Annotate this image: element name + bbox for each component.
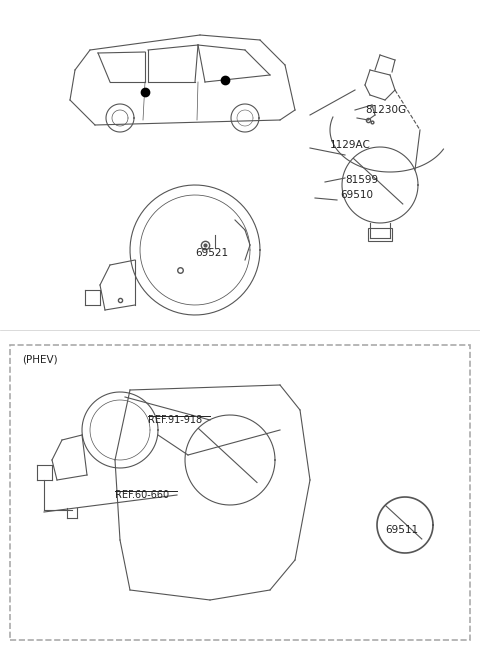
Text: 69521: 69521 <box>195 248 228 258</box>
Text: (PHEV): (PHEV) <box>22 355 58 365</box>
FancyBboxPatch shape <box>10 345 470 640</box>
Text: REF.91-918: REF.91-918 <box>148 415 202 425</box>
Text: 69511: 69511 <box>385 525 418 535</box>
Text: 81230G: 81230G <box>365 105 406 115</box>
Text: 81599: 81599 <box>345 175 378 185</box>
Text: 1129AC: 1129AC <box>330 140 371 150</box>
Text: 69510: 69510 <box>340 190 373 200</box>
Text: REF.60-660: REF.60-660 <box>115 490 169 500</box>
